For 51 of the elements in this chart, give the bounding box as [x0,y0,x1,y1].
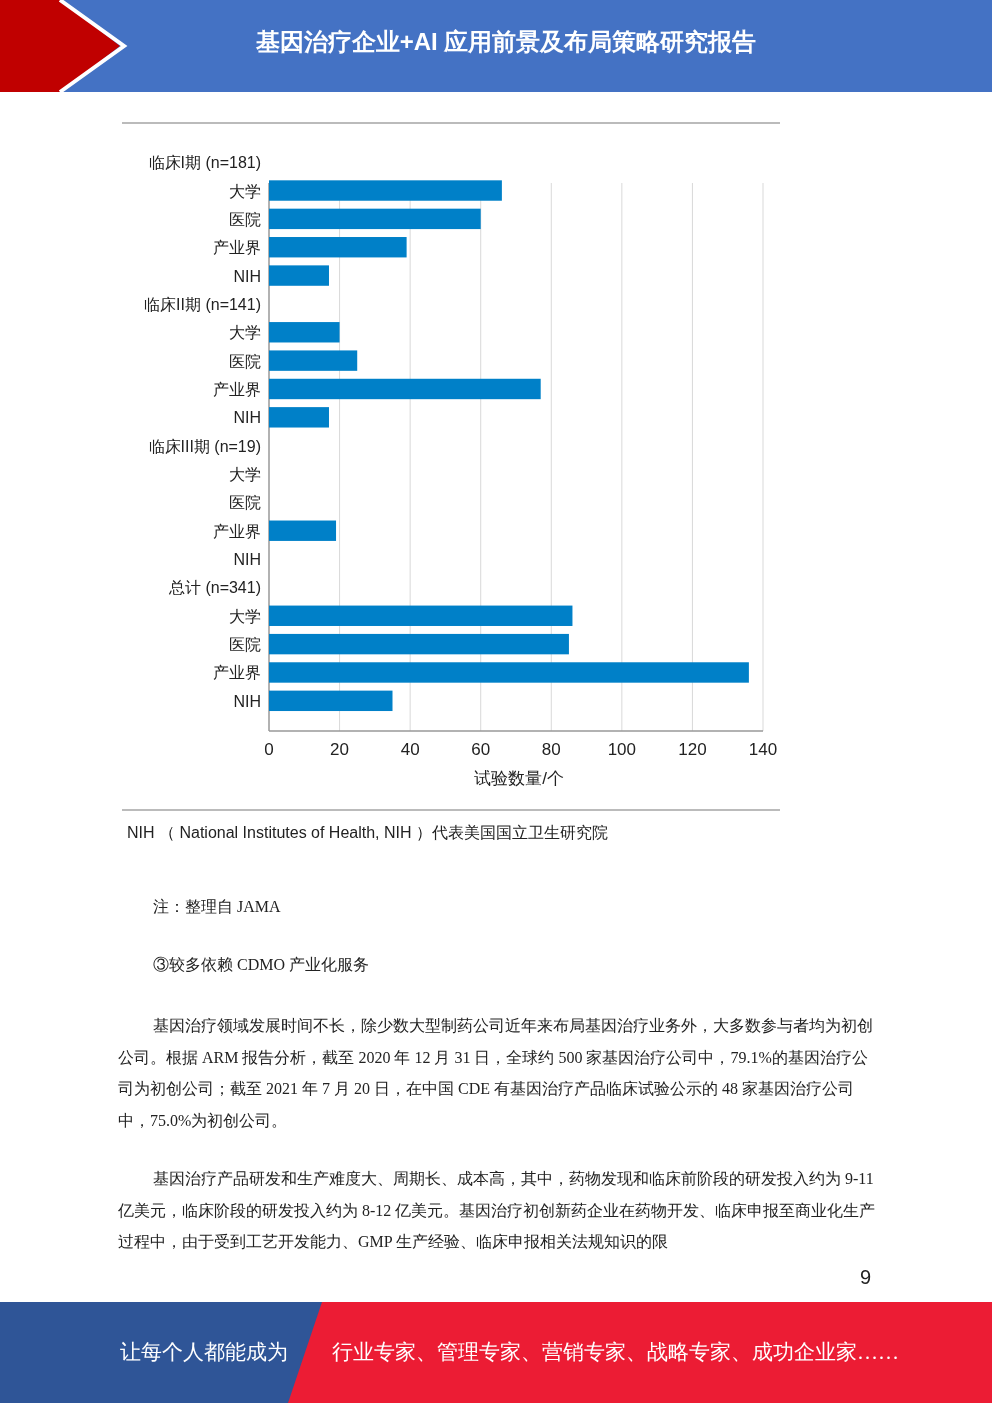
bar [269,378,541,400]
x-tick-label: 140 [748,740,778,759]
bar [269,690,393,712]
bar [269,633,569,655]
text: ③较多依赖 CDMO 产业化服务 [153,955,370,975]
y-tick-label: 医院 [229,494,261,512]
y-tick-label: NIH [233,409,261,427]
y-tick-label: 产业界 [213,664,261,682]
bar [269,662,749,683]
text: 行业专家、管理专家、营销专家、战略专家、成功企业家…… [332,1339,899,1366]
bar [269,322,340,343]
y-tick-label: NIH [233,692,261,710]
text: NIH （ National Institutes of Health, NIH ）代表美国国立卫生研究院 [127,823,608,843]
x-tick-label: 80 [541,740,561,759]
x-tick-label: 100 [607,740,637,759]
bar [269,237,407,258]
bar [269,350,358,371]
x-tick-label: 120 [678,740,707,759]
bar [269,407,329,428]
y-tick-label: 临床III期 (n=19) [148,437,261,455]
y-tick-label: 总计 (n=341) [167,579,261,597]
y-tick-label: 大学 [229,182,261,200]
y-tick-label: NIH [233,267,261,285]
bar [269,265,329,286]
text: 基因治疗产品研发和生产难度大、周期长、成本高，其中，药物发现和临床前阶段的研发投入约为 9-11 亿美元，临床阶段的研发投入约为 8-12 亿美元。基因治疗初创新药企业在药物开发、临床申报至商业化生产过程中，由于受到工艺开发能力、GMP 生产经验、临床申报相关法规知识的限 [118,1169,877,1252]
y-tick-label: 大学 [229,466,261,484]
y-tick-label: 产业界 [213,380,261,398]
x-tick-label: 40 [400,740,420,759]
y-tick-label: 医院 [229,210,261,228]
text: 注：整理自 JAMA [153,897,281,917]
bar [269,605,573,626]
y-tick-label: 产业界 [213,522,261,540]
y-tick-label: 大学 [229,324,261,342]
y-tick-label: 大学 [229,607,261,625]
y-tick-label: 医院 [229,352,261,370]
bar [269,180,502,201]
bar [269,208,481,230]
x-axis-title: 试验数量/个 [474,769,564,788]
y-tick-label: 医院 [229,636,261,654]
chart-title: 基因治疗企业+AI 应用前景及布局策略研究报告 [254,28,757,55]
text: 让每个人都能成为 [120,1339,288,1366]
x-tick-label: 60 [471,740,491,759]
x-tick-label: 20 [330,740,350,759]
y-tick-label: 产业界 [213,239,261,257]
x-tick-label: 0 [264,740,274,759]
y-tick-label: NIH [233,551,261,569]
y-tick-label: 临床I期 (n=181) [148,154,261,172]
text: 基因治疗领域发展时间不长，除少数大型制药公司近年来布局基因治疗业务外，大多数参与者均为初创公司。根据 ARM 报告分析，截至 2020 年 12 月 31 日，全球约 500 家基因治疗公司中，79.1%的基因治疗公司为初创公司；截至 2021 年 7 月 20 日，在中国 CDE 有基因治疗产品临床试验公示的 48 家基因治疗公司中，75.0%为初创公司。 [118,1016,874,1131]
y-tick-label: 临床II期 (n=141) [144,295,261,313]
bar [269,520,337,541]
text: 9 [860,1266,872,1289]
